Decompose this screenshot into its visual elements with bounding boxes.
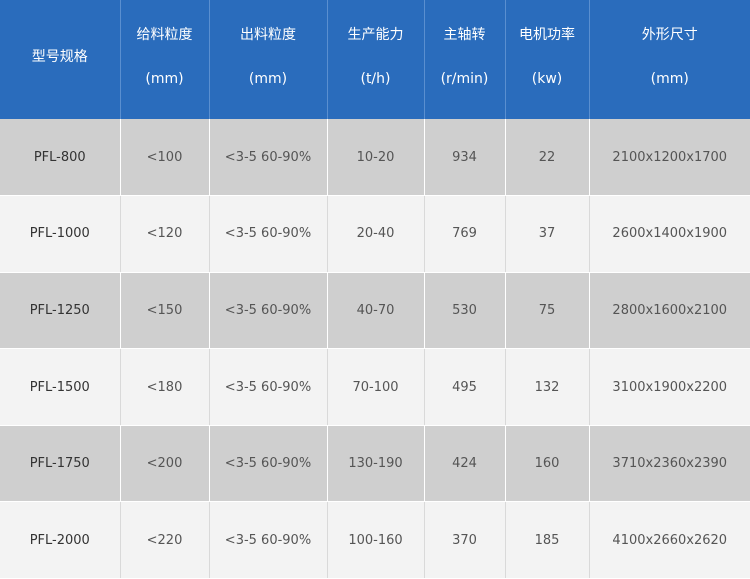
header-dimensions: 外形尺寸 (mm) [589,0,750,119]
cell-spindle-speed: 934 [424,119,506,197]
table-row: PFL-1250 <150 <3-5 60-90% 40-70 530 75 2… [0,272,750,350]
cell-dimensions: 2800x1600x2100 [589,272,750,350]
header-capacity: 生产能力 (t/h) [327,0,425,119]
cell-output-size: <3-5 60-90% [209,348,328,426]
cell-dimensions: 2600x1400x1900 [589,195,750,273]
cell-motor-power: 185 [505,501,590,579]
cell-capacity: 130-190 [327,425,425,503]
table-row: PFL-1000 <120 <3-5 60-90% 20-40 769 37 2… [0,195,750,273]
table-body: PFL-800 <100 <3-5 60-90% 10-20 934 22 21… [0,119,750,579]
header-label: 出料粒度 [240,26,296,43]
cell-spindle-speed: 530 [424,272,506,350]
header-label: 型号规格 [31,48,88,65]
cell-model: PFL-1500 [0,348,121,426]
cell-spindle-speed: 769 [424,195,506,273]
header-label: 电机功率 [519,26,575,43]
header-unit: (mm) [650,70,689,87]
cell-feed-size: <120 [120,195,210,273]
cell-motor-power: 132 [505,348,590,426]
cell-motor-power: 37 [505,195,590,273]
cell-capacity: 40-70 [327,272,425,350]
cell-feed-size: <150 [120,272,210,350]
cell-model: PFL-1750 [0,425,121,503]
header-row: 型号规格 给料粒度 (mm) 出料粒度 (mm) 生产能力 (t/h) 主轴转 … [0,0,750,119]
cell-motor-power: 22 [505,119,590,197]
header-spindle-speed: 主轴转 (r/min) [424,0,506,119]
header-unit: (r/min) [440,70,489,87]
cell-output-size: <3-5 60-90% [209,501,328,579]
cell-capacity: 20-40 [327,195,425,273]
cell-model: PFL-800 [0,119,121,197]
cell-spindle-speed: 370 [424,501,506,579]
cell-feed-size: <100 [120,119,210,197]
header-unit: (kw) [531,70,563,87]
header-feed-size: 给料粒度 (mm) [120,0,210,119]
cell-capacity: 100-160 [327,501,425,579]
cell-dimensions: 2100x1200x1700 [589,119,750,197]
cell-dimensions: 4100x2660x2620 [589,501,750,579]
cell-capacity: 70-100 [327,348,425,426]
header-label: 外形尺寸 [641,26,698,43]
header-label: 主轴转 [443,26,486,43]
table-row: PFL-1500 <180 <3-5 60-90% 70-100 495 132… [0,348,750,426]
header-label: 生产能力 [347,26,404,43]
cell-spindle-speed: 495 [424,348,506,426]
cell-motor-power: 75 [505,272,590,350]
cell-spindle-speed: 424 [424,425,506,503]
header-motor-power: 电机功率 (kw) [505,0,590,119]
table-row: PFL-1750 <200 <3-5 60-90% 130-190 424 16… [0,425,750,503]
cell-model: PFL-2000 [0,501,121,579]
cell-feed-size: <200 [120,425,210,503]
cell-model: PFL-1250 [0,272,121,350]
cell-output-size: <3-5 60-90% [209,272,328,350]
cell-feed-size: <180 [120,348,210,426]
table-row: PFL-800 <100 <3-5 60-90% 10-20 934 22 21… [0,119,750,197]
table-row: PFL-2000 <220 <3-5 60-90% 100-160 370 18… [0,501,750,579]
cell-motor-power: 160 [505,425,590,503]
cell-dimensions: 3710x2360x2390 [589,425,750,503]
header-unit: (mm) [248,70,288,87]
header-output-size: 出料粒度 (mm) [209,0,328,119]
header-model: 型号规格 [0,0,121,119]
cell-dimensions: 3100x1900x2200 [589,348,750,426]
header-unit: (t/h) [360,70,391,87]
header-unit: (mm) [145,70,184,87]
table-header: 型号规格 给料粒度 (mm) 出料粒度 (mm) 生产能力 (t/h) 主轴转 … [0,0,750,119]
cell-feed-size: <220 [120,501,210,579]
cell-output-size: <3-5 60-90% [209,425,328,503]
cell-model: PFL-1000 [0,195,121,273]
cell-capacity: 10-20 [327,119,425,197]
header-label: 给料粒度 [136,26,193,43]
cell-output-size: <3-5 60-90% [209,195,328,273]
cell-output-size: <3-5 60-90% [209,119,328,197]
